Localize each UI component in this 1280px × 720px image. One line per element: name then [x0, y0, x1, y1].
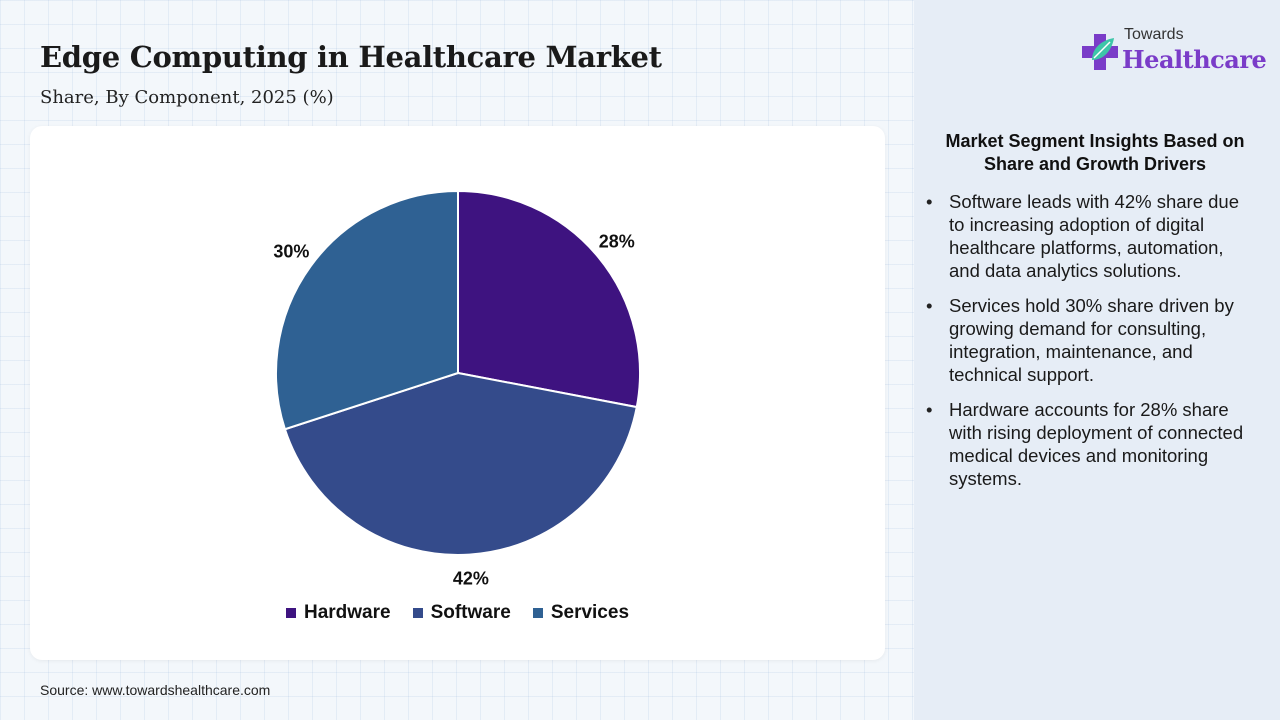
legend-label-software: Software	[430, 602, 511, 623]
legend-label-services: Services	[550, 602, 630, 623]
pie-chart	[275, 189, 641, 556]
insight-item: Services hold 30% share driven by growin…	[926, 294, 1246, 386]
pie-slice-software	[283, 371, 638, 556]
insight-item: Software leads with 42% share due to inc…	[926, 190, 1246, 282]
legend-item-software: Software	[412, 602, 511, 624]
source-note: Source: www.towardshealthcare.com	[40, 682, 271, 698]
pie-label-hardware: 28%	[598, 231, 635, 252]
legend-swatch-hardware	[285, 608, 296, 618]
legend-swatch-services	[532, 608, 543, 618]
pie-slice-hardware	[457, 189, 641, 409]
logo-text-main: Healthcare	[1122, 45, 1267, 74]
chart-card: 28% 42% 30% Hardware Software Services	[30, 126, 885, 660]
legend-label-hardware: Hardware	[303, 602, 391, 623]
chart-legend: Hardware Software Services	[30, 602, 885, 624]
page-title: Edge Computing in Healthcare Market	[40, 40, 662, 74]
logo-text-top: Towards	[1124, 26, 1184, 43]
page-subtitle: Share, By Component, 2025 (%)	[40, 87, 334, 108]
pie-slice-services	[275, 189, 459, 431]
brand-logo: Towards Healthcare	[1080, 26, 1267, 78]
insights-title: Market Segment Insights Based on Share a…	[945, 131, 1245, 174]
insights-list: Software leads with 42% share due to inc…	[926, 190, 1246, 502]
legend-item-services: Services	[532, 602, 630, 624]
pie-label-software: 42%	[452, 568, 489, 589]
insight-item: Hardware accounts for 28% share with ris…	[926, 398, 1246, 490]
legend-swatch-software	[412, 608, 423, 618]
legend-item-hardware: Hardware	[285, 602, 391, 624]
pie-label-services: 30%	[273, 241, 310, 262]
medical-cross-leaf-icon	[1082, 34, 1118, 70]
